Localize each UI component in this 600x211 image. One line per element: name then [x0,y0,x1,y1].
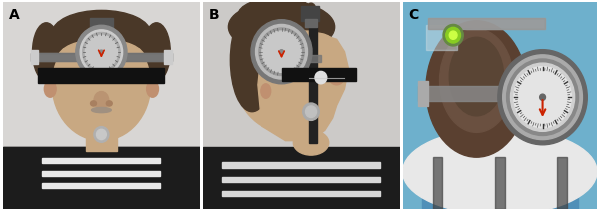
Bar [426,25,457,50]
Ellipse shape [74,106,129,130]
Bar [418,86,581,101]
Circle shape [305,106,317,118]
Circle shape [251,20,312,84]
Bar [422,168,578,209]
Ellipse shape [238,0,317,31]
Bar [428,18,545,29]
Ellipse shape [286,0,297,17]
Text: B: B [209,8,220,22]
Circle shape [76,25,127,79]
Bar [31,53,172,61]
Bar [31,50,38,64]
Circle shape [83,32,120,72]
Bar [223,191,380,196]
Bar [428,18,545,29]
Circle shape [514,67,571,128]
Circle shape [97,129,106,140]
Ellipse shape [94,92,109,109]
Circle shape [256,24,307,79]
Ellipse shape [230,8,274,112]
Bar [89,18,113,32]
Bar [31,53,172,61]
Ellipse shape [422,151,578,211]
Ellipse shape [440,29,514,132]
Ellipse shape [92,107,111,113]
Bar [94,29,109,34]
Polygon shape [258,31,349,141]
Circle shape [511,63,575,131]
Bar [223,177,380,182]
Bar [258,55,321,62]
Bar [97,32,106,53]
Circle shape [443,24,463,46]
Bar [86,130,117,151]
Bar [223,162,380,168]
Circle shape [94,127,109,142]
Bar [3,147,200,209]
Circle shape [100,50,103,54]
Ellipse shape [293,130,329,155]
Ellipse shape [293,33,341,79]
Ellipse shape [229,1,335,53]
Bar [301,6,319,21]
Bar [43,171,160,176]
Ellipse shape [44,81,56,97]
Ellipse shape [306,3,316,18]
Text: A: A [9,8,20,22]
Ellipse shape [50,27,152,68]
Circle shape [503,55,583,140]
Ellipse shape [32,23,60,81]
Ellipse shape [449,37,503,116]
Bar [43,183,160,188]
Ellipse shape [234,17,337,132]
Circle shape [446,27,461,43]
Bar [38,68,164,83]
Ellipse shape [58,39,145,77]
Ellipse shape [91,101,97,106]
Circle shape [80,30,122,74]
Bar [309,15,317,143]
Circle shape [539,94,545,100]
Bar [557,157,567,209]
Ellipse shape [403,128,597,211]
Ellipse shape [330,72,344,85]
Bar [164,50,172,64]
Ellipse shape [52,29,151,141]
Circle shape [449,31,457,39]
Ellipse shape [106,101,112,106]
Ellipse shape [146,81,158,97]
Bar [418,81,428,106]
Bar [3,147,200,209]
Bar [203,147,400,209]
Text: C: C [409,8,419,22]
Ellipse shape [297,0,305,10]
Circle shape [259,28,304,76]
Circle shape [303,103,319,120]
Bar [433,157,442,209]
Bar [43,158,160,163]
Bar [495,157,505,209]
Bar [572,81,581,106]
Ellipse shape [52,10,151,56]
Bar [281,68,356,81]
Circle shape [498,50,587,145]
Ellipse shape [272,4,283,17]
Circle shape [262,31,301,72]
Ellipse shape [261,84,271,98]
Bar [305,19,317,27]
Circle shape [85,35,118,69]
Circle shape [315,71,327,84]
Ellipse shape [143,23,170,81]
Ellipse shape [426,21,527,157]
Circle shape [506,59,578,135]
Circle shape [280,50,283,54]
